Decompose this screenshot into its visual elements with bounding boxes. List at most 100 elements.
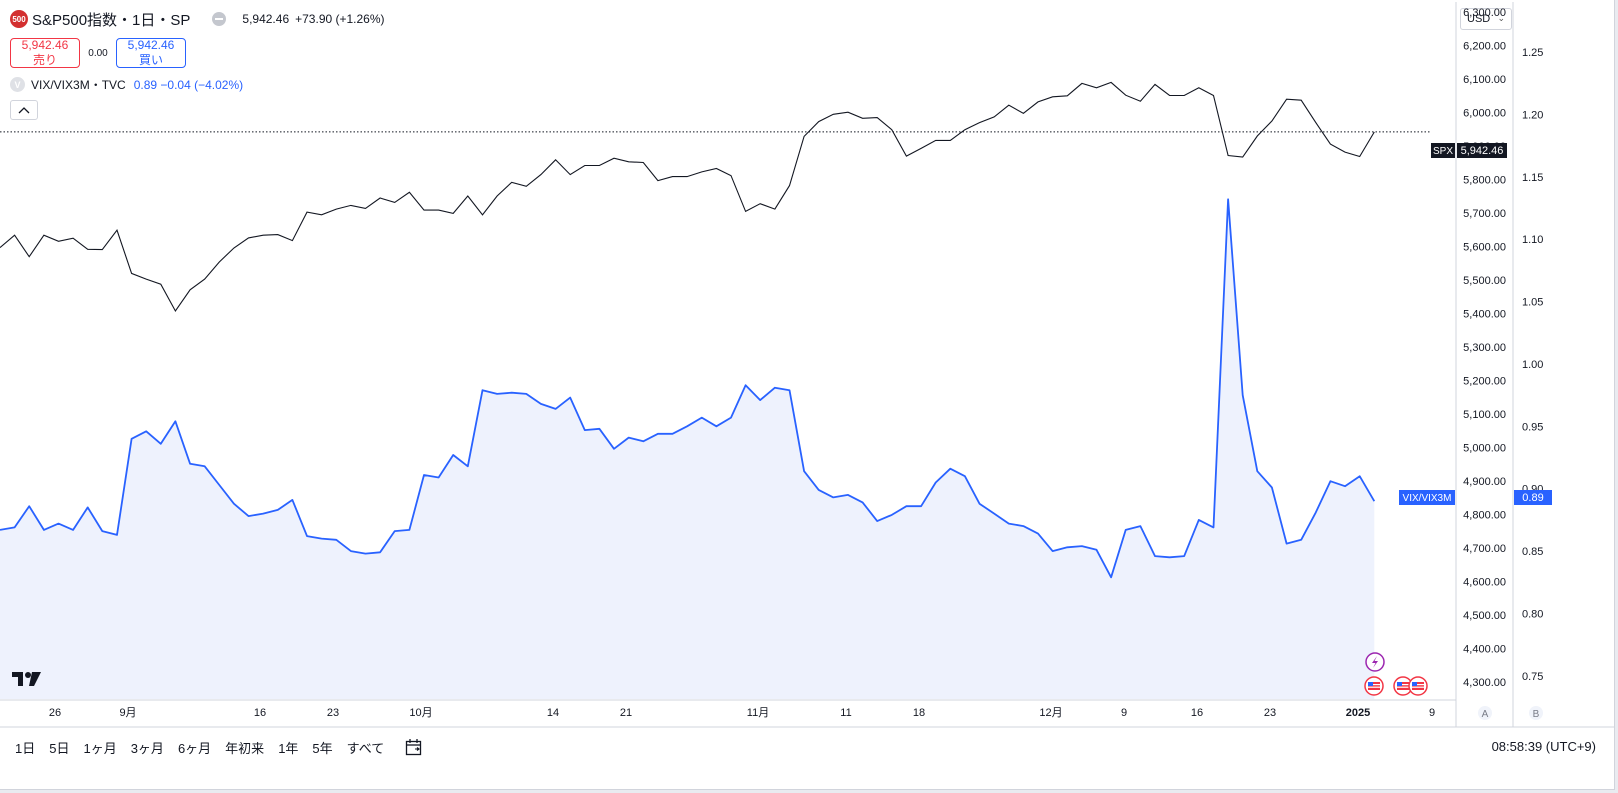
right-axis-ticks: 1.251.201.151.101.051.000.950.900.850.80… xyxy=(1522,47,1543,683)
left-axis-ticks: 6,300.006,200.006,100.006,000.005,900.00… xyxy=(1463,7,1506,689)
x-axis-tick-label: 11月 xyxy=(747,707,769,719)
x-axis-tick-label: 11 xyxy=(840,707,851,719)
left-axis-tick-label: 4,400.00 xyxy=(1463,644,1506,656)
left-axis-tick-label: 5,300.00 xyxy=(1463,342,1506,354)
axis-lines xyxy=(0,2,1614,728)
vix-legend-name[interactable]: VIX/VIX3M・TVC xyxy=(31,78,126,92)
right-axis-tick-label: 1.10 xyxy=(1522,234,1543,246)
x-axis-tick-label: 18 xyxy=(913,707,925,719)
date-range-button[interactable] xyxy=(404,737,424,757)
left-axis-tick-label: 5,000.00 xyxy=(1463,443,1506,455)
left-axis-tick-label: 5,700.00 xyxy=(1463,208,1506,220)
clock-timezone[interactable]: 08:58:39 (UTC+9) xyxy=(1491,739,1596,754)
vix-value-label: 0.89 xyxy=(1522,492,1543,504)
trade-buttons: 5,942.46 売り 0.00 5,942.46 買い xyxy=(10,38,186,68)
left-axis-tick-label: 5,200.00 xyxy=(1463,376,1506,388)
tradingview-logo-icon xyxy=(12,672,41,686)
right-axis-tick-label: 1.05 xyxy=(1522,297,1543,309)
left-axis-tick-label: 6,100.00 xyxy=(1463,74,1506,86)
buy-label: 買い xyxy=(138,53,163,67)
left-axis-tick-label: 4,300.00 xyxy=(1463,677,1506,689)
vix-legend: V VIX/VIX3M・TVC 0.89 −0.04 (−4.02%) xyxy=(10,76,243,93)
timeframe-5d[interactable]: 5日 xyxy=(49,740,70,756)
symbol-price: 5,942.46 xyxy=(242,12,290,26)
timeframe-5y[interactable]: 5年 xyxy=(312,740,333,756)
timeframe-1m[interactable]: 1ヶ月 xyxy=(83,740,117,756)
left-axis-tick-label: 6,200.00 xyxy=(1463,41,1506,53)
left-axis-tick-label: 4,800.00 xyxy=(1463,510,1506,522)
left-axis-tick-label: 4,700.00 xyxy=(1463,543,1506,555)
spx-series-line xyxy=(0,81,1375,313)
x-axis-tick-label: 9 xyxy=(1121,707,1127,719)
scale-b-bg[interactable] xyxy=(1529,706,1543,720)
chevron-down-icon: ⌄ xyxy=(1497,13,1505,23)
right-axis-tick-label: 0.80 xyxy=(1522,608,1543,620)
timeframe-1d[interactable]: 1日 xyxy=(15,740,36,756)
x-axis-tick-label: 16 xyxy=(254,707,266,719)
event-markers xyxy=(1364,652,1428,696)
collapse-legend-button[interactable] xyxy=(10,100,38,120)
spx-value-bg xyxy=(1457,143,1507,158)
x-axis-tick-label: 2025 xyxy=(1346,707,1370,719)
buy-button[interactable]: 5,942.46 買い xyxy=(116,38,186,68)
vix-series-line xyxy=(0,198,1376,579)
left-axis-tick-label: 4,500.00 xyxy=(1463,610,1506,622)
right-axis-tick-label: 0.85 xyxy=(1522,546,1543,558)
vix-area-layer xyxy=(0,199,1375,700)
left-axis-tick-label: 5,100.00 xyxy=(1463,409,1506,421)
x-axis-tick-label: 21 xyxy=(620,707,632,719)
tradingview-logo[interactable] xyxy=(12,670,44,693)
timeframe-ytd[interactable]: 年初来 xyxy=(225,740,265,756)
spx-line-layer xyxy=(0,81,1375,313)
right-axis-tick-label: 1.15 xyxy=(1522,172,1543,184)
chart-canvas[interactable]: 6,300.006,200.006,100.006,000.005,900.00… xyxy=(0,0,1614,732)
timeframe-1y[interactable]: 1年 xyxy=(278,740,299,756)
us-flag-event-icon[interactable] xyxy=(1408,676,1428,696)
lightning-event-icon[interactable] xyxy=(1365,652,1385,672)
sell-button[interactable]: 5,942.46 売り xyxy=(10,38,80,68)
calendar-range-icon xyxy=(406,739,422,756)
timeframe-3m[interactable]: 3ヶ月 xyxy=(130,740,164,756)
left-axis-tick-label: 5,400.00 xyxy=(1463,309,1506,321)
right-axis-tick-label: 1.00 xyxy=(1522,359,1543,371)
x-axis-tick-label: 9月 xyxy=(119,707,136,719)
spread-value: 0.00 xyxy=(88,47,108,59)
x-axis-tick-label: 10月 xyxy=(409,707,432,719)
spx-tag-bg xyxy=(1431,143,1455,158)
currency-select[interactable]: USD ⌄ xyxy=(1460,8,1512,30)
sell-label: 売り xyxy=(32,53,57,67)
x-axis-tick-label: 16 xyxy=(1191,707,1203,719)
right-axis-tick-label: 0.95 xyxy=(1522,421,1543,433)
vix-value-bg xyxy=(1514,490,1552,505)
scale-buttons: A B xyxy=(1478,706,1543,720)
scale-b-button[interactable]: B xyxy=(1533,709,1540,720)
us-flag-event-icon[interactable] xyxy=(1364,676,1384,696)
symbol-change: +73.90 (+1.26%) xyxy=(295,12,385,26)
spx-price-badge: SPX 5,942.46 xyxy=(1431,143,1507,158)
right-axis-tick-label: 1.25 xyxy=(1522,47,1543,59)
x-axis-tick-label: 9 xyxy=(1429,707,1435,719)
timeframe-bar: 1日 5日 1ヶ月 3ヶ月 6ヶ月 年初来 1年 5年 すべて xyxy=(0,732,1614,762)
timeframe-6m[interactable]: 6ヶ月 xyxy=(177,740,212,756)
vix-tag-bg xyxy=(1399,490,1455,505)
timeframe-all[interactable]: すべて xyxy=(346,740,385,756)
right-axis-tick-label: 1.20 xyxy=(1522,110,1543,122)
buy-price: 5,942.46 xyxy=(127,38,175,52)
us-flag-event-icon[interactable] xyxy=(1393,676,1413,696)
left-axis-tick-label: 6,000.00 xyxy=(1463,108,1506,120)
x-axis-tick-label: 14 xyxy=(547,707,559,719)
hide-legend-icon[interactable] xyxy=(212,12,227,26)
left-axis-tick-label: 5,800.00 xyxy=(1463,175,1506,187)
right-axis-tick-label: 0.75 xyxy=(1522,671,1543,683)
left-axis-tick-label: 4,600.00 xyxy=(1463,577,1506,589)
currency-value: USD xyxy=(1467,13,1491,25)
x-axis-tick-label: 23 xyxy=(1264,707,1276,719)
scale-a-bg[interactable] xyxy=(1478,706,1492,720)
vix-line-layer xyxy=(0,198,1376,579)
vix-area-fill xyxy=(0,199,1375,700)
scale-a-button[interactable]: A xyxy=(1482,709,1489,720)
symbol-logo-icon: 500 xyxy=(10,10,28,28)
symbol-title[interactable]: S&P500指数・1日・SP xyxy=(32,11,191,29)
